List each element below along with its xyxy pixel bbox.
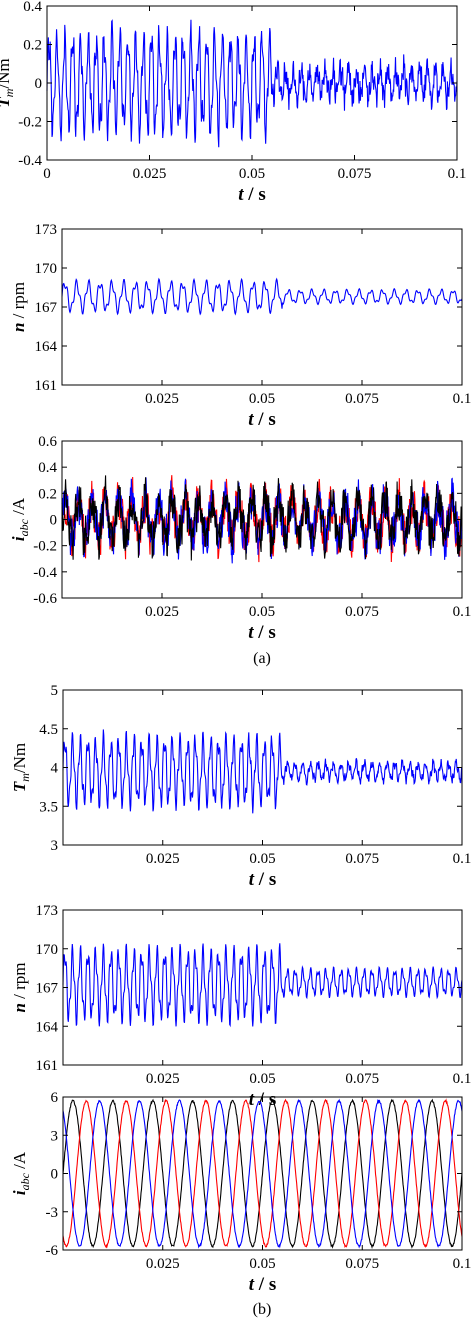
y-tick-label-b1-4: 5	[51, 683, 59, 699]
y-tick-label-a3-0: -0.6	[33, 591, 57, 607]
y-tick-label-b2-3: 170	[36, 942, 59, 958]
y-tick-label-a2-4: 173	[35, 222, 58, 238]
y-tick-label-a1-1: -0.2	[18, 115, 42, 131]
y-tick-label-a1-3: 0.2	[23, 38, 42, 54]
x-tick-label-b1-2: 0.075	[345, 851, 379, 867]
y-tick-label-a3-2: -0.2	[33, 539, 57, 555]
caption-b: (b)	[253, 1301, 272, 1318]
x-tick-label-a2-1: 0.05	[249, 391, 275, 407]
y-tick-label-b2-0: 161	[36, 1058, 59, 1074]
series-line-b3-0	[62, 1098, 463, 1250]
y-tick-label-b3-0: -6	[46, 1243, 59, 1259]
y-tick-label-a1-0: -0.4	[18, 153, 42, 169]
y-tick-label-b2-1: 164	[36, 1019, 59, 1035]
y-axis-label-a1: Tm/Nm	[0, 58, 16, 107]
y-tick-label-b1-3: 4.5	[39, 722, 58, 738]
y-axis-label-b2: n / rpm	[10, 962, 29, 1012]
y-axis-label-a2: n / rpm	[9, 282, 28, 332]
y-tick-label-b1-0: 3	[51, 838, 59, 854]
x-tick-label-b2-1: 0.05	[249, 1071, 275, 1087]
y-tick-label-a2-1: 164	[35, 339, 58, 355]
caption-a: (a)	[253, 650, 271, 667]
series-line-a1-0	[46, 19, 458, 148]
y-tick-label-b2-4: 173	[36, 903, 59, 919]
series-line-b2-0	[62, 943, 463, 1028]
series-line-b3-1	[62, 1098, 463, 1249]
y-tick-label-a2-3: 170	[35, 261, 58, 277]
y-tick-label-a2-0: 161	[35, 378, 58, 394]
series-line-a3-1	[61, 477, 463, 564]
y-tick-label-a1-2: 0	[35, 76, 43, 92]
x-tick-label-b3-3: 0.1	[453, 1256, 472, 1272]
chart-b1: 0.025 0.05 0.075 0.1 3 3.5 4 4.5 5 t / s Tm/Nm	[10, 683, 471, 890]
x-tick-label-a3-0: 0.025	[145, 604, 179, 620]
y-axis-label-b1: Tm/Nm	[10, 743, 32, 792]
y-tick-label-b1-1: 3.5	[39, 799, 58, 815]
x-tick-label-b3-1: 0.05	[249, 1256, 275, 1272]
x-tick-label-b3-0: 0.025	[146, 1256, 180, 1272]
y-axis-label-b3: iabc /A	[10, 1151, 32, 1195]
x-tick-label-a1-3: 0.075	[338, 166, 372, 182]
x-tick-label-a2-2: 0.075	[345, 391, 379, 407]
x-tick-label-a3-1: 0.05	[249, 604, 275, 620]
chart-a3: 0.025 0.05 0.075 0.1 -0.6 -0.4 -0.2 0 0.2 0.4 0.6 t…	[9, 434, 471, 643]
y-tick-label-a3-4: 0.2	[38, 486, 57, 502]
y-tick-label-b3-4: 6	[51, 1090, 59, 1106]
y-tick-label-b1-2: 4	[51, 761, 59, 777]
x-axis-label-b1: t / s	[249, 869, 276, 890]
y-tick-label-a1-4: 0.4	[23, 0, 42, 15]
series-line-b1-0	[62, 729, 463, 814]
x-tick-label-a2-3: 0.1	[453, 391, 472, 407]
series-line-b3-2	[62, 1098, 463, 1249]
y-tick-label-a2-2: 167	[35, 300, 58, 316]
y-axis-label-a3: iabc /A	[9, 497, 31, 541]
series-line-a3-2	[61, 475, 463, 561]
x-tick-label-a2-0: 0.025	[145, 391, 179, 407]
x-axis-label-b3: t / s	[249, 1274, 276, 1295]
x-tick-label-b1-1: 0.05	[249, 851, 275, 867]
x-axis-label-a2: t / s	[248, 409, 275, 430]
plot-frame-a2	[61, 228, 463, 386]
y-tick-label-a3-1: -0.4	[33, 565, 57, 581]
x-axis-label-a1: t / s	[238, 184, 265, 205]
x-tick-label-b2-0: 0.025	[146, 1071, 180, 1087]
y-tick-label-a3-3: 0	[50, 513, 58, 529]
y-tick-label-b2-2: 167	[36, 981, 59, 997]
x-tick-label-a1-2: 0.05	[239, 166, 265, 182]
x-axis-label-a3: t / s	[248, 622, 275, 643]
y-tick-label-b3-1: -3	[46, 1205, 59, 1221]
x-tick-label-b2-3: 0.1	[453, 1071, 472, 1087]
x-tick-label-b3-2: 0.075	[345, 1256, 379, 1272]
x-tick-label-a3-2: 0.075	[345, 604, 379, 620]
x-tick-label-a1-1: 0.025	[133, 166, 167, 182]
x-tick-label-a1-4: 0.1	[448, 166, 467, 182]
x-tick-label-a3-3: 0.1	[453, 604, 472, 620]
y-tick-label-b3-3: 3	[51, 1128, 59, 1144]
x-tick-label-b1-3: 0.1	[453, 851, 472, 867]
chart-a2: 0.025 0.05 0.075 0.1 161 164 167 170 173 t / s n /…	[9, 222, 471, 430]
x-tick-label-b2-2: 0.075	[345, 1071, 379, 1087]
chart-b3: 0.025 0.05 0.075 0.1 -6 -3 0 3 6 t / s iabc /A	[10, 1090, 471, 1295]
x-tick-label-a1-0: 0	[43, 166, 51, 182]
plots-layer: 0 0.025 0.05 0.075 0.1 -0.4 -0.2 0 0.2 0.4 t / s Tm…	[0, 0, 471, 1295]
chart-a1: 0 0.025 0.05 0.075 0.1 -0.4 -0.2 0 0.2 0.4 t / s Tm…	[0, 0, 466, 205]
y-tick-label-a3-6: 0.6	[38, 434, 57, 450]
y-tick-label-b3-2: 0	[51, 1167, 59, 1183]
x-tick-label-b1-0: 0.025	[146, 851, 180, 867]
series-line-a2-0	[61, 277, 463, 316]
y-tick-label-a3-5: 0.4	[38, 460, 57, 476]
